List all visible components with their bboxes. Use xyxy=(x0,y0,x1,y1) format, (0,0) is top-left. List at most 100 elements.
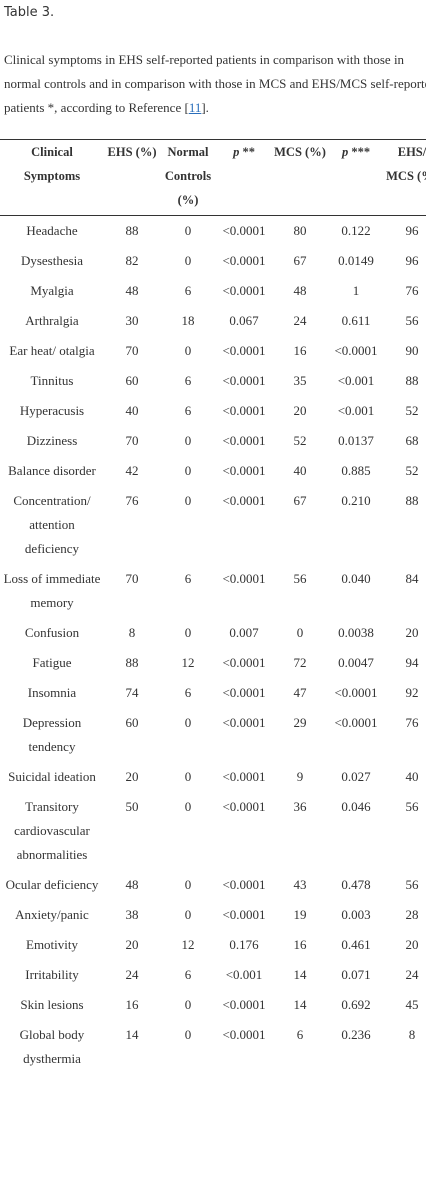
value-cell: 6 xyxy=(184,571,192,586)
table-row: Dizziness 70 0 <0.0001 52 0.0137 68 xyxy=(0,426,426,456)
value-cell: 30 xyxy=(125,313,139,328)
table-row: Emotivity 20 12 0.176 16 0.461 20 xyxy=(0,930,426,960)
value-cell: 0.003 xyxy=(341,907,371,922)
value-cell: 0.611 xyxy=(341,313,371,328)
value-cell: 0 xyxy=(184,253,192,268)
value-cell: 29 xyxy=(293,715,307,730)
symptom-cell: Tinnitus xyxy=(30,373,74,388)
table-row: Dysesthesia 82 0 <0.0001 67 0.0149 96 xyxy=(0,246,426,276)
value-cell: 12 xyxy=(181,937,195,952)
value-cell: 52 xyxy=(405,403,419,418)
header-row: Clinical Symptoms EHS (%) Normal Controls … xyxy=(0,139,426,216)
page: Table 3. Clinical symptoms in EHS self-r… xyxy=(0,4,426,1199)
symptom-cell: Loss of immediate memory xyxy=(3,571,101,610)
value-cell: <0.0001 xyxy=(222,769,266,784)
value-cell: 0.478 xyxy=(341,877,371,892)
value-cell: 96 xyxy=(405,223,419,238)
table-row: Balance disorder 42 0 <0.0001 40 0.885 52 xyxy=(0,456,426,486)
value-cell: 76 xyxy=(405,283,419,298)
value-cell: 0 xyxy=(184,493,192,508)
value-cell: 67 xyxy=(293,493,307,508)
value-cell: 1 xyxy=(352,283,360,298)
value-cell: 14 xyxy=(125,1027,139,1042)
value-cell: 0.046 xyxy=(341,799,371,814)
column-header: EHS (%) xyxy=(107,145,157,159)
value-cell: <0.0001 xyxy=(222,433,266,448)
value-cell: <0.0001 xyxy=(222,403,266,418)
value-cell: 92 xyxy=(405,685,419,700)
symptom-cell: Arthralgia xyxy=(25,313,79,328)
column-header: MCS (%) xyxy=(274,145,326,159)
value-cell: 38 xyxy=(125,907,139,922)
value-cell: <0.001 xyxy=(337,373,375,388)
value-cell: 28 xyxy=(405,907,419,922)
symptom-cell: Ocular deficiency xyxy=(5,877,99,892)
value-cell: <0.0001 xyxy=(222,907,266,922)
table-row: Loss of immediate memory 70 6 <0.0001 56 0.04… xyxy=(0,564,426,618)
table-row: Skin lesions 16 0 <0.0001 14 0.692 45 xyxy=(0,990,426,1020)
value-cell: <0.0001 xyxy=(334,715,378,730)
value-cell: 0.176 xyxy=(229,937,259,952)
value-cell: <0.0001 xyxy=(222,373,266,388)
value-cell: 16 xyxy=(293,343,307,358)
value-cell: 60 xyxy=(125,715,139,730)
value-cell: 19 xyxy=(293,907,307,922)
value-cell: 0.071 xyxy=(341,967,371,982)
table-title: Table 3. xyxy=(4,5,55,20)
column-header: Clinical Symptoms xyxy=(23,145,81,183)
table-row: Ocular deficiency 48 0 <0.0001 43 0.478 56 xyxy=(0,870,426,900)
value-cell: 6 xyxy=(184,403,192,418)
table-row: Headache 88 0 <0.0001 80 0.122 96 xyxy=(0,216,426,247)
value-cell: 6 xyxy=(184,685,192,700)
value-cell: <0.001 xyxy=(225,967,263,982)
symptom-cell: Fatigue xyxy=(32,655,72,670)
table-row: Myalgia 48 6 <0.0001 48 1 76 xyxy=(0,276,426,306)
table-row: Global body dysthermia 14 0 <0.0001 6 0.236 8 xyxy=(0,1020,426,1074)
table-row: Confusion 8 0 0.007 0 0.0038 20 xyxy=(0,618,426,648)
symptom-cell: Dysesthesia xyxy=(20,253,84,268)
value-cell: 60 xyxy=(125,373,139,388)
table-row: Tinnitus 60 6 <0.0001 35 <0.001 88 xyxy=(0,366,426,396)
value-cell: <0.0001 xyxy=(222,715,266,730)
table-body: Headache 88 0 <0.0001 80 0.122 96 Dysesthesia 82… xyxy=(0,216,426,1075)
value-cell: 0.0137 xyxy=(338,433,374,448)
value-cell: <0.0001 xyxy=(222,571,266,586)
symptom-cell: Skin lesions xyxy=(20,997,84,1012)
value-cell: 12 xyxy=(181,655,195,670)
table-row: Fatigue 88 12 <0.0001 72 0.0047 94 xyxy=(0,648,426,678)
value-cell: 50 xyxy=(125,799,139,814)
symptom-cell: Transitory cardiovascular abnormalities xyxy=(14,799,90,862)
value-cell: 40 xyxy=(125,403,139,418)
value-cell: 20 xyxy=(405,937,419,952)
value-cell: <0.0001 xyxy=(222,685,266,700)
symptom-cell: Suicidal ideation xyxy=(8,769,96,784)
symptom-cell: Depression tendency xyxy=(22,715,82,754)
value-cell: 8 xyxy=(128,625,136,640)
symptom-cell: Myalgia xyxy=(30,283,74,298)
symptom-cell: Confusion xyxy=(24,625,80,640)
value-cell: 0.885 xyxy=(341,463,371,478)
value-cell: 9 xyxy=(296,769,304,784)
value-cell: 0.040 xyxy=(341,571,371,586)
value-cell: 6 xyxy=(184,283,192,298)
value-cell: 0.210 xyxy=(341,493,371,508)
value-cell: 40 xyxy=(405,769,419,784)
value-cell: 0 xyxy=(184,223,192,238)
value-cell: 8 xyxy=(408,1027,416,1042)
reference-link[interactable]: 11 xyxy=(188,100,202,115)
table-caption: Clinical symptoms in EHS self-reported p… xyxy=(4,48,426,120)
value-cell: <0.001 xyxy=(337,403,375,418)
value-cell: 14 xyxy=(293,997,307,1012)
value-cell: 56 xyxy=(405,877,419,892)
column-header: p ** xyxy=(216,140,272,216)
column-header: EHS/ MCS (%) xyxy=(386,145,426,183)
data-table: Clinical Symptoms EHS (%) Normal Controls … xyxy=(0,139,426,1074)
value-cell: 0.027 xyxy=(341,769,371,784)
value-cell: 88 xyxy=(125,655,139,670)
value-cell: 0.0038 xyxy=(338,625,374,640)
value-cell: 88 xyxy=(405,493,419,508)
value-cell: 90 xyxy=(405,343,419,358)
table-row: Suicidal ideation 20 0 <0.0001 9 0.027 40 xyxy=(0,762,426,792)
value-cell: 0.0149 xyxy=(338,253,374,268)
value-cell: 24 xyxy=(293,313,307,328)
